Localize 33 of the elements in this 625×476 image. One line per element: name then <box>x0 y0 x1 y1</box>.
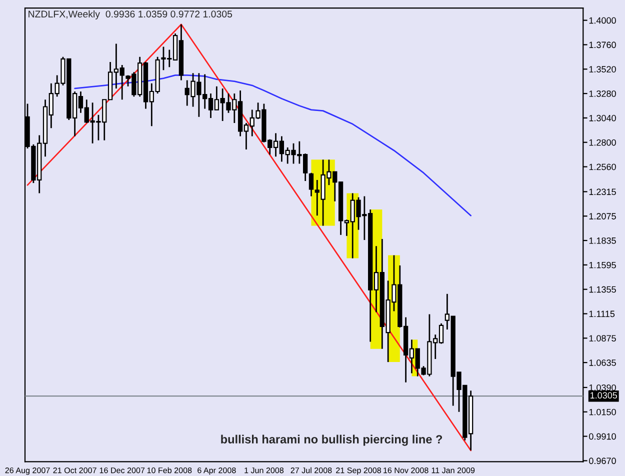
x-tick-label: 16 Nov 2008 <box>384 467 428 474</box>
y-tick-label: 1.3280 <box>589 90 616 97</box>
y-tick-label: 1.1835 <box>589 237 616 244</box>
x-tick-label: 16 Dec 2007 <box>100 467 145 474</box>
x-tick-label: 26 Aug 2007 <box>5 467 50 475</box>
x-tick-label: 11 Jan 2009 <box>432 467 475 474</box>
x-tick-label: 21 Sep 2008 <box>336 467 382 475</box>
y-tick-label: 1.2800 <box>589 139 616 146</box>
y-tick-label: 1.2315 <box>589 188 616 196</box>
x-tick-label: 21 Oct 2007 <box>53 467 96 474</box>
y-tick-label: 0.9670 <box>589 458 616 464</box>
y-tick-label: 1.1595 <box>589 262 616 268</box>
y-tick-label: 1.3520 <box>589 66 616 72</box>
y-tick-label: 1.0150 <box>589 408 616 416</box>
annotation: bullish harami no bullish piercing line ? <box>221 434 442 446</box>
x-tick-label: 27 Jul 2008 <box>290 467 332 474</box>
x-tick-label: 6 Apr 2008 <box>198 467 236 475</box>
y-tick-label: 1.3760 <box>589 42 616 48</box>
y-tick-label: 0.9910 <box>589 433 616 440</box>
y-tick-label: 1.3040 <box>589 114 616 122</box>
y-tick-label: 1.1115 <box>589 310 615 318</box>
y-tick-label: 1.4000 <box>589 17 616 24</box>
chart-title: NZDLFX,Weekly 0.9936 1.0359 0.9772 1.0305 <box>28 10 232 20</box>
x-tick-label: 10 Feb 2008 <box>147 467 192 474</box>
y-tick-label: 1.0875 <box>589 335 616 342</box>
y-tick-label: 1.1355 <box>589 286 616 293</box>
y-tick-label: 1.2075 <box>589 213 616 220</box>
ref-line-label: 1.0305 <box>590 392 618 399</box>
y-tick-label: 1.0635 <box>589 360 616 366</box>
line-series <box>74 74 472 216</box>
y-tick-label: 1.2560 <box>589 164 616 170</box>
x-tick-label: 1 Jun 2008 <box>244 467 284 474</box>
candlestick <box>308 172 314 197</box>
